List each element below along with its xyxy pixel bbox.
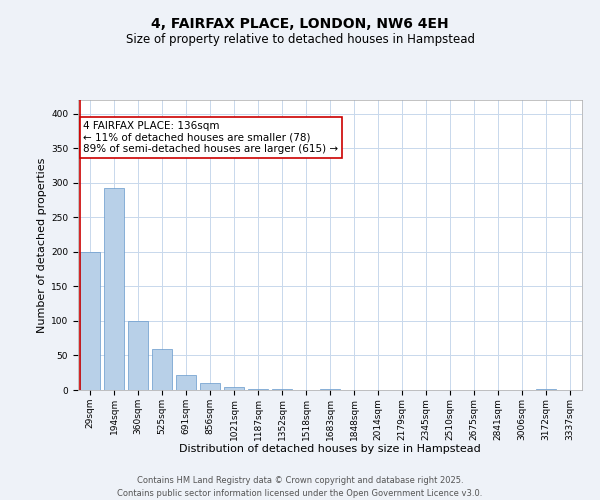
Bar — [224, 386, 244, 390]
Bar — [152, 348, 172, 390]
Bar — [176, 375, 196, 390]
Text: 4, FAIRFAX PLACE, LONDON, NW6 4EH: 4, FAIRFAX PLACE, LONDON, NW6 4EH — [151, 18, 449, 32]
Text: 4 FAIRFAX PLACE: 136sqm
← 11% of detached houses are smaller (78)
89% of semi-de: 4 FAIRFAX PLACE: 136sqm ← 11% of detache… — [83, 120, 338, 154]
Bar — [248, 388, 268, 390]
Bar — [200, 383, 220, 390]
Bar — [128, 321, 148, 390]
Text: Contains HM Land Registry data © Crown copyright and database right 2025.
Contai: Contains HM Land Registry data © Crown c… — [118, 476, 482, 498]
Y-axis label: Number of detached properties: Number of detached properties — [37, 158, 47, 332]
Text: Size of property relative to detached houses in Hampstead: Size of property relative to detached ho… — [125, 32, 475, 46]
Bar — [104, 188, 124, 390]
X-axis label: Distribution of detached houses by size in Hampstead: Distribution of detached houses by size … — [179, 444, 481, 454]
Bar — [80, 252, 100, 390]
